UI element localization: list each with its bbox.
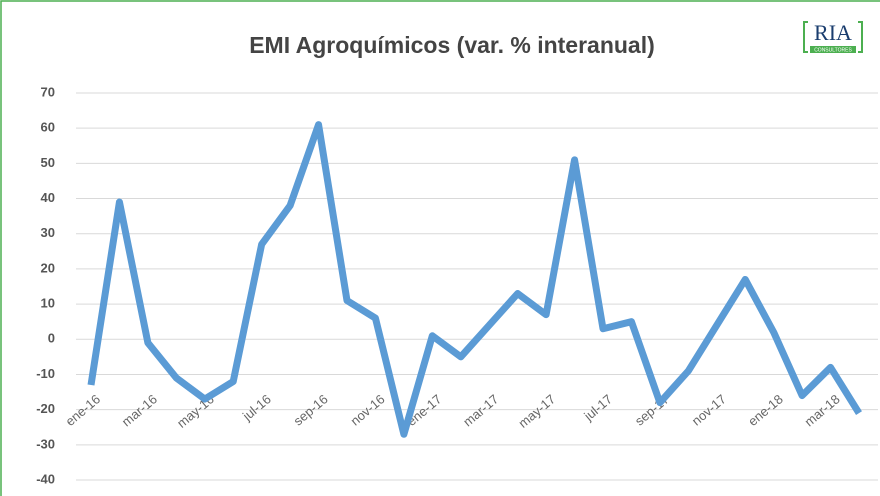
chart-title: EMI Agroquímicos (var. % interanual) xyxy=(249,32,655,58)
y-tick-label: 10 xyxy=(41,296,55,311)
y-tick-label: 20 xyxy=(41,260,55,275)
y-tick-label: 0 xyxy=(48,331,55,346)
y-tick-label: 60 xyxy=(41,120,55,135)
data-line xyxy=(87,121,862,438)
y-tick-label: -10 xyxy=(36,366,55,381)
logo-tagline: CONSULTORES xyxy=(814,47,852,53)
logo-name: RIA xyxy=(814,20,852,45)
y-tick-label: 40 xyxy=(41,190,55,205)
y-tick-label: -40 xyxy=(36,471,55,486)
y-tick-label: 50 xyxy=(41,155,55,170)
logo-band xyxy=(810,46,856,53)
y-tick-label: -20 xyxy=(36,401,55,416)
y-tick-label: 70 xyxy=(41,84,55,99)
logo: RIA CONSULTORES xyxy=(803,20,863,53)
logo-brackets xyxy=(803,21,863,53)
y-tick-label: -30 xyxy=(36,436,55,451)
y-tick-label: 30 xyxy=(41,225,55,240)
